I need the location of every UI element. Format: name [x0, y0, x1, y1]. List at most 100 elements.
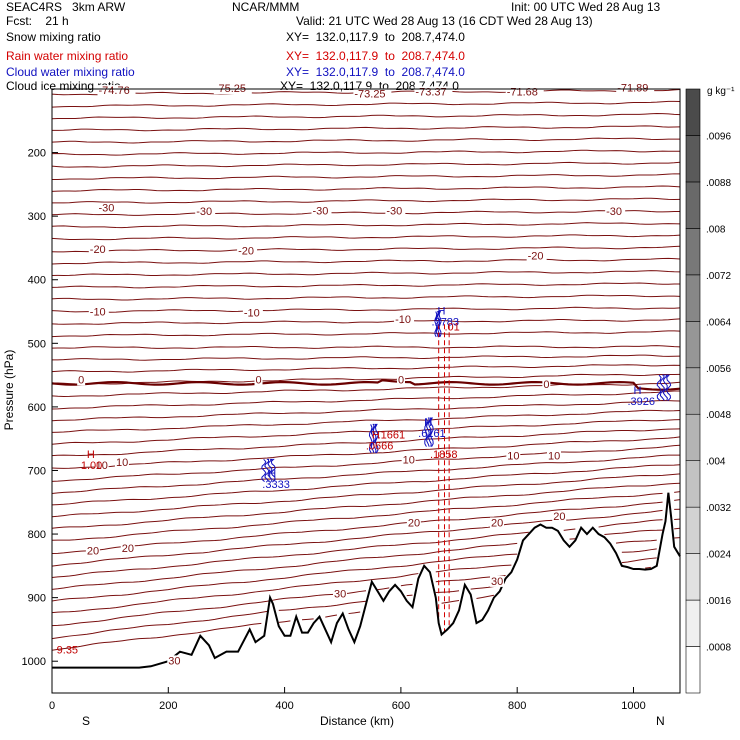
isotherm-line: [278, 600, 367, 611]
y-tick-label: 300: [28, 211, 46, 223]
isotherm-label: 0: [256, 374, 262, 386]
colorbar-tick-label: .004: [706, 457, 726, 468]
contour-label-bg: [406, 517, 421, 529]
field-name-rain: Rain water mixing ratio: [6, 49, 129, 63]
isotherm-label: -30: [196, 206, 212, 218]
contour-label-bg: [97, 85, 136, 97]
isotherm-line: [51, 257, 681, 265]
isotherm-line: [51, 306, 681, 313]
isotherm-label: -20: [238, 245, 254, 257]
isotherm-line: [51, 409, 681, 433]
isotherm-line: [51, 610, 268, 640]
forecast-hour: Fcst: 21 h: [6, 14, 69, 28]
x-tick-label: 600: [392, 700, 410, 712]
isotherm-line: [51, 354, 681, 361]
isotherm-line: [51, 492, 663, 541]
isotherm-label: 0: [543, 379, 549, 391]
max-marker-h: H: [87, 449, 95, 461]
isotherm-line: [563, 528, 576, 531]
isotherm-line: [598, 519, 663, 528]
isotherm-line: [51, 197, 681, 204]
colorbar-tick-label: .0088: [706, 178, 731, 189]
colorbar-swatch: [685, 181, 701, 229]
colorbar-swatch: [685, 321, 701, 369]
north-end-label: N: [656, 714, 665, 728]
colorbar-tick-label: .0024: [706, 550, 731, 561]
isotherm-line: [51, 282, 681, 289]
contour-label-bg: [385, 205, 406, 217]
contour-label-bg: [547, 450, 562, 462]
south-end-label: S: [82, 714, 90, 728]
field-name-cloud-water: Cloud water mixing ratio: [6, 65, 135, 79]
colorbar-tick-label: .0072: [706, 271, 731, 282]
cloud-water-contour: [368, 423, 379, 454]
contour-label-bg: [97, 202, 118, 214]
isotherm-line: [621, 557, 657, 564]
isotherm-line: [51, 137, 681, 144]
contour-label-bg: [114, 457, 129, 469]
isotherm-line: [51, 173, 681, 180]
isotherm-line: [51, 454, 681, 494]
isotherm-line: [51, 590, 367, 627]
field-value-label: 9.35: [57, 645, 78, 657]
x-tick-label: 1000: [621, 700, 645, 712]
colorbar-unit: g kg⁻¹: [707, 86, 735, 97]
cloud-contours: [261, 311, 672, 482]
contour-label-bg: [353, 88, 392, 100]
isotherm-line: [51, 185, 681, 192]
isotherm-line: [674, 499, 681, 501]
contour-label-bg: [88, 244, 109, 256]
isotherm-line: [51, 436, 681, 469]
isotherm-label: 20: [87, 545, 99, 557]
isotherm-line: [51, 428, 681, 457]
isotherm-line: [278, 620, 291, 623]
cloud-water-contour: [656, 374, 672, 401]
isotherm-label: -30: [99, 203, 115, 215]
isotherm-line: [51, 419, 681, 445]
contour-label-bg: [605, 205, 626, 217]
colorbar-swatch: [685, 460, 701, 508]
isotherm-line: [51, 473, 681, 518]
isotherm-label: -10: [90, 306, 106, 318]
isotherm-line: [51, 149, 681, 156]
colorbar-swatch: [685, 553, 701, 601]
isotherm-line: [435, 564, 512, 573]
max-marker-value: .0666: [366, 441, 394, 453]
isotherm-line: [348, 611, 361, 615]
x-tick-label: 200: [159, 700, 177, 712]
isotherm-line: [51, 222, 681, 229]
terrain-profile: [52, 492, 681, 693]
isotherm-line: [51, 330, 681, 338]
isotherm-line: [615, 539, 657, 544]
isotherm-label: -10: [395, 314, 411, 326]
isotherm-label: -73.25: [354, 88, 385, 100]
contour-label-bg: [195, 205, 216, 217]
y-tick-label: 800: [28, 529, 46, 541]
max-marker-value: .6161: [418, 428, 446, 440]
y-tick-label: 400: [28, 275, 46, 287]
y-tick-label: 500: [28, 338, 46, 350]
max-marker-h: H: [372, 430, 380, 442]
terrain-line: [52, 492, 681, 669]
field-name-snow: Snow mixing ratio: [6, 30, 101, 44]
colorbar-tick-label: .008: [706, 224, 726, 235]
cloud-water-contour: [434, 311, 442, 338]
contour-label-bg: [552, 511, 567, 523]
isotherm-line: [51, 464, 681, 506]
contour-label-bg: [401, 454, 416, 466]
contour-label-bg: [94, 460, 109, 472]
field-value-label: .1661: [378, 430, 406, 442]
max-marker-value: 1.00: [81, 460, 102, 472]
isotherm-label: -20: [528, 250, 544, 262]
isotherm-line: [51, 444, 681, 482]
isotherm-label: -20: [90, 244, 106, 256]
contour-label-bg: [88, 306, 109, 318]
isotherm-line: [377, 587, 390, 591]
field-xy-rain: XY= 132.0,117.9 to 208.7,474.0: [286, 49, 465, 63]
isotherm-line: [51, 390, 681, 410]
contour-label-bg: [414, 86, 453, 98]
colorbar-tick-label: .0008: [706, 643, 731, 654]
isotherm-line: [51, 245, 681, 253]
colorbar-swatch: [685, 599, 701, 647]
isotherm-line: [51, 573, 419, 614]
